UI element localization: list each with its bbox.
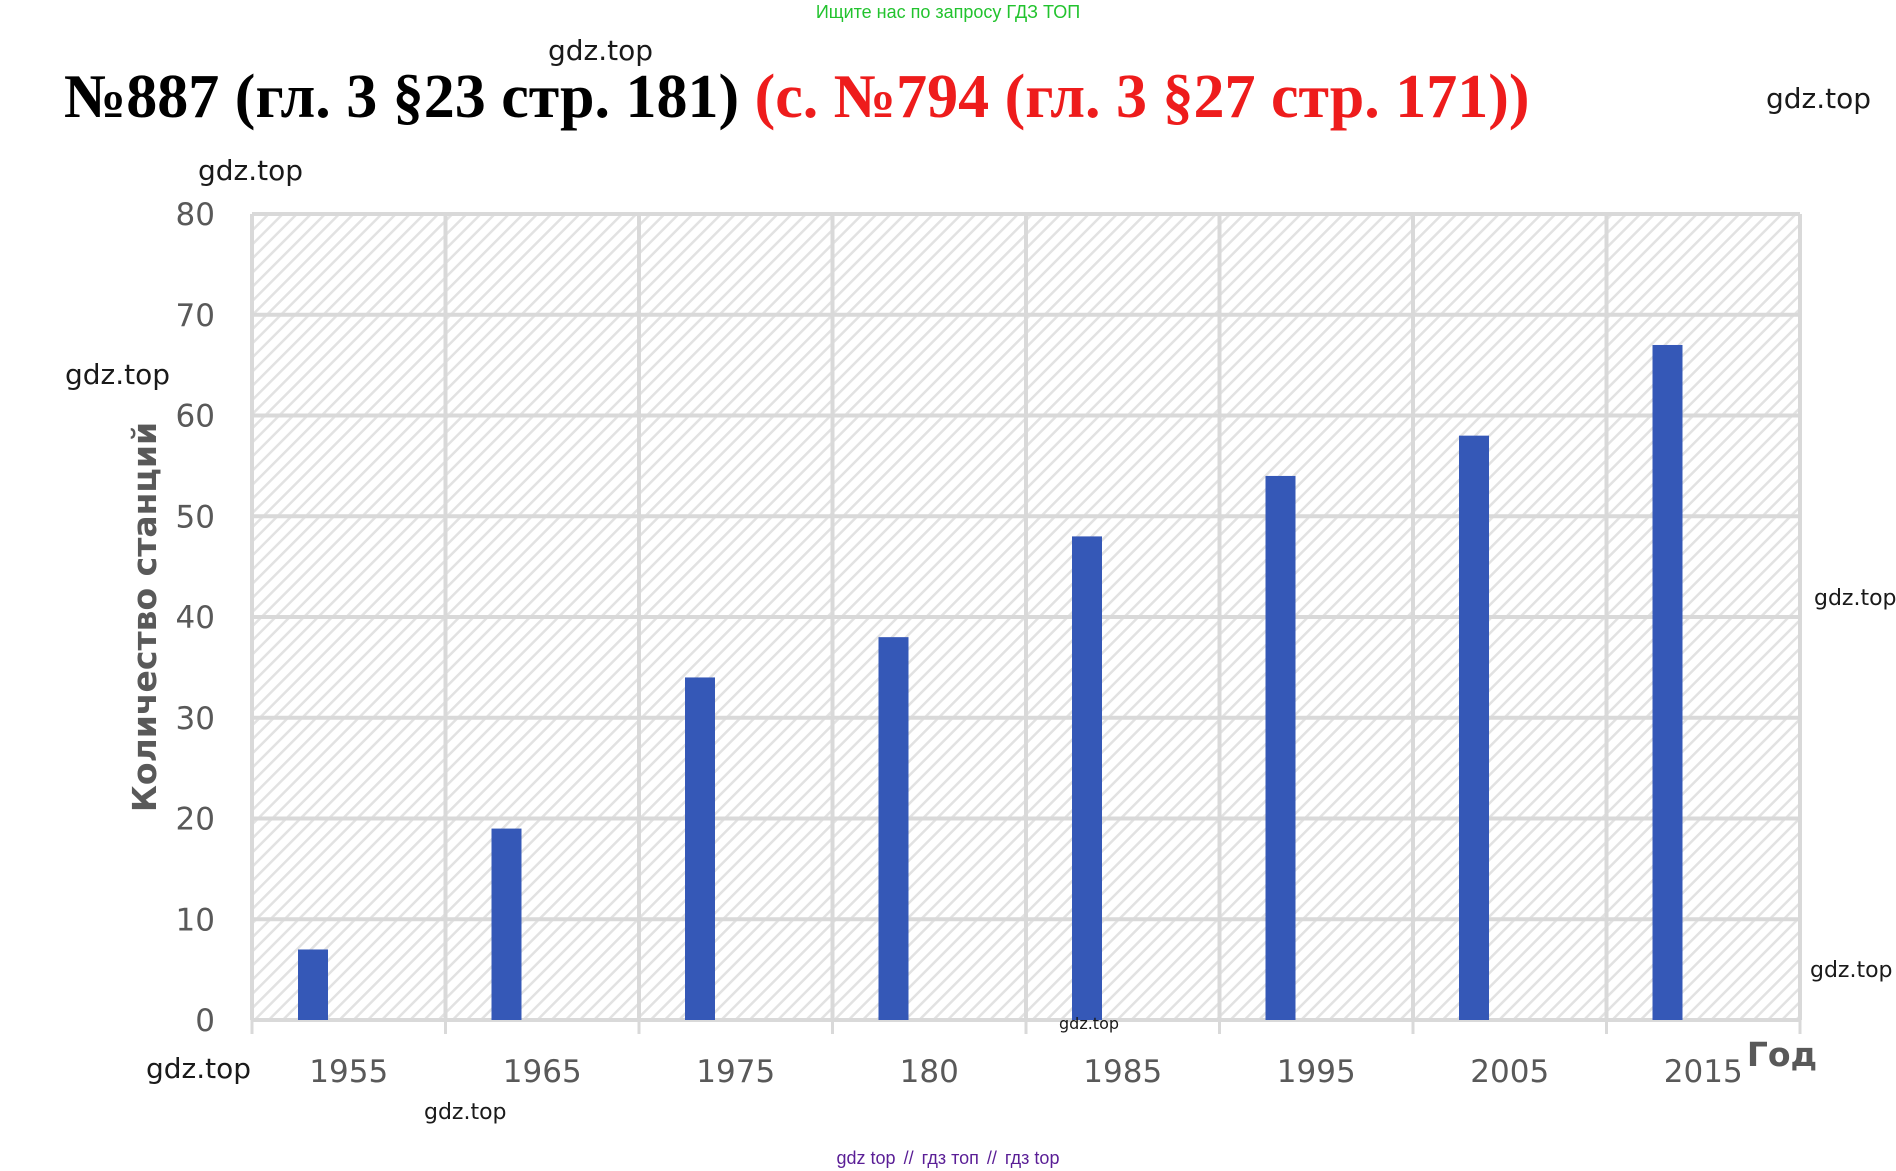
link-gdz-top-mixed[interactable]: гдз top — [1004, 1148, 1060, 1168]
watermark: gdz.top — [146, 1052, 252, 1085]
y-tick-label: 80 — [176, 197, 215, 233]
task-number: №887 (гл. 3 §23 стр. 181) — [64, 63, 740, 131]
y-tick-label: 30 — [176, 701, 215, 737]
bars — [298, 344, 1683, 1021]
x-axis-ticks: 1955 1965 1975 180 1985 1995 2005 2015 — [309, 1054, 1742, 1090]
watermark: gdz.top — [1814, 586, 1896, 611]
y-tick-label: 0 — [195, 1003, 215, 1039]
y-tick-label: 50 — [176, 499, 215, 535]
y-tick-label: 60 — [176, 399, 215, 435]
watermark: gdz.top — [1059, 1014, 1120, 1033]
bar — [1072, 536, 1102, 1020]
alt-task-number: (с. №794 (гл. 3 §27 стр. 171)) — [754, 63, 1530, 131]
watermark: gdz.top — [1810, 958, 1893, 983]
y-axis-ticks: 0 10 20 30 40 50 60 70 80 — [176, 197, 215, 1039]
x-tick-label: 1965 — [503, 1054, 582, 1090]
watermark: gdz.top — [198, 154, 304, 187]
watermark: gdz.top — [65, 358, 171, 391]
link-separator: // — [903, 1148, 914, 1168]
link-separator: // — [986, 1148, 997, 1168]
x-tick-label: 180 — [900, 1054, 959, 1090]
x-tick-label: 1985 — [1083, 1054, 1162, 1090]
x-tick-label: 2005 — [1470, 1054, 1549, 1090]
x-tick-label: 1955 — [309, 1054, 388, 1090]
x-tick-label: 1995 — [1277, 1054, 1356, 1090]
x-tick-label: 2015 — [1664, 1054, 1743, 1090]
x-axis-title: Год — [1747, 1035, 1817, 1074]
y-tick-label: 10 — [176, 902, 215, 938]
y-tick-label: 20 — [176, 802, 215, 838]
bar — [685, 677, 715, 1020]
y-axis-title: Количество станций — [125, 422, 164, 812]
bar — [1459, 435, 1489, 1020]
bottom-links: gdz top // гдз топ // гдз top — [0, 1148, 1896, 1169]
watermark: gdz.top — [548, 34, 654, 67]
grid — [250, 212, 1802, 1034]
y-tick-label: 40 — [176, 600, 215, 636]
watermark: gdz.top — [424, 1100, 507, 1125]
page-title: №887 (гл. 3 §23 стр. 181) (с. №794 (гл. … — [64, 62, 1530, 133]
link-gdz-top[interactable]: gdz top — [836, 1148, 896, 1168]
bar — [1652, 344, 1683, 1021]
search-banner: Ищите нас по запросу ГДЗ ТОП — [815, 2, 1081, 22]
y-tick-label: 70 — [176, 298, 215, 334]
watermark: gdz.top — [1766, 82, 1872, 115]
bar — [1265, 475, 1296, 1020]
link-gdz-top-ru[interactable]: гдз топ — [921, 1148, 979, 1168]
x-tick-label: 1975 — [696, 1054, 775, 1090]
bar — [878, 637, 909, 1020]
bar — [298, 949, 328, 1020]
bar — [491, 828, 522, 1020]
